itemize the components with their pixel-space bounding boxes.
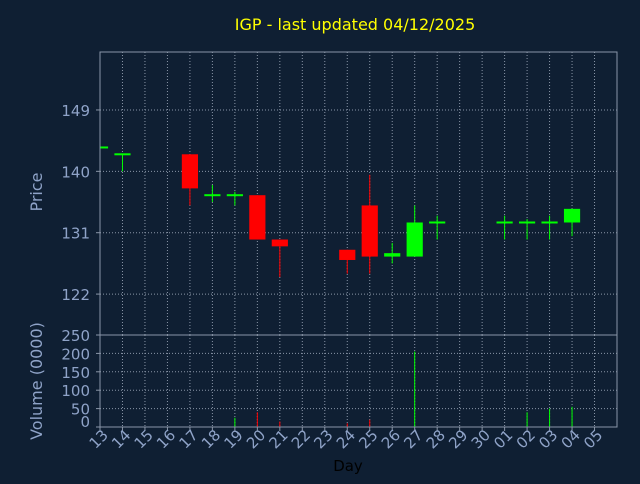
candle-body bbox=[226, 194, 243, 197]
candle-01 bbox=[496, 215, 513, 240]
candle-body bbox=[249, 195, 266, 240]
candle-body bbox=[406, 222, 423, 257]
candle-27 bbox=[406, 205, 423, 257]
candle-04 bbox=[563, 208, 581, 237]
candle-17 bbox=[181, 154, 199, 206]
candle-body bbox=[271, 239, 288, 247]
volume-tick-label: 0 bbox=[80, 413, 90, 431]
candle-body bbox=[361, 205, 378, 257]
candle-body bbox=[181, 154, 199, 189]
candle-28 bbox=[429, 215, 446, 240]
candle-body bbox=[429, 221, 446, 224]
volume-tick-label: 100 bbox=[61, 382, 90, 400]
price-tick-label: 140 bbox=[61, 163, 90, 181]
candle-body bbox=[541, 221, 558, 224]
price-panel-border bbox=[99, 51, 618, 336]
candle-18 bbox=[204, 184, 221, 203]
candle-21 bbox=[271, 239, 288, 278]
volume-tick-label: 200 bbox=[61, 345, 90, 363]
volume-series bbox=[234, 351, 573, 427]
candle-02 bbox=[518, 219, 536, 240]
candle-body bbox=[563, 208, 581, 223]
volume-tick-label: 250 bbox=[61, 327, 90, 345]
candle-26 bbox=[384, 242, 401, 264]
grid-layer bbox=[100, 52, 617, 427]
price-tick-label: 131 bbox=[61, 225, 90, 243]
candle-body bbox=[384, 253, 401, 257]
candle-body bbox=[518, 221, 536, 224]
price-tick-label: 149 bbox=[61, 102, 90, 120]
chart-title: IGP - last updated 04/12/2025 bbox=[235, 15, 476, 34]
volume-tick-label: 150 bbox=[61, 364, 90, 382]
price-tick-label: 122 bbox=[61, 286, 90, 304]
candle-13 bbox=[100, 146, 109, 149]
price-axis-label: Price bbox=[27, 172, 46, 211]
volume-axis-label: Volume (0000) bbox=[27, 322, 46, 440]
volume-tick-label: 50 bbox=[71, 401, 90, 419]
candle-03 bbox=[541, 215, 558, 240]
price-series bbox=[100, 146, 581, 278]
candle-body bbox=[114, 153, 131, 156]
candle-body bbox=[204, 194, 221, 197]
volume-panel-border bbox=[99, 334, 618, 428]
candle-body bbox=[339, 249, 356, 260]
x-tick-label: 05 bbox=[580, 426, 606, 452]
candle-24 bbox=[339, 249, 356, 274]
candle-14 bbox=[114, 153, 131, 172]
candle-20 bbox=[249, 195, 266, 240]
candle-body bbox=[496, 221, 513, 224]
candle-body bbox=[100, 146, 109, 149]
x-axis-label: Day bbox=[333, 457, 363, 475]
candle-19 bbox=[226, 191, 243, 206]
candle-25 bbox=[361, 174, 378, 274]
